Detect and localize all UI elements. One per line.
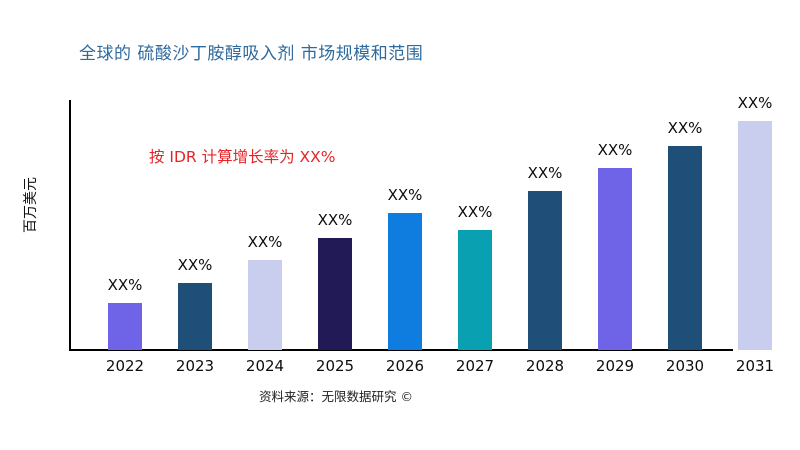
- x-tick-label-2025: 2025: [315, 357, 355, 375]
- bar-value-label-2022: XX%: [107, 276, 143, 294]
- bar-value-label-2030: XX%: [667, 119, 703, 137]
- x-tick-label-2027: 2027: [455, 357, 495, 375]
- y-axis-title: 百万美元: [23, 177, 39, 233]
- bar-2031: [738, 121, 772, 350]
- source-note: 资料来源：无限数据研究 ©: [259, 389, 413, 404]
- x-tick-label-2026: 2026: [385, 357, 425, 375]
- bar-2028: [528, 191, 562, 350]
- bar-value-label-2025: XX%: [317, 211, 353, 229]
- x-tick-label-2024: 2024: [245, 357, 285, 375]
- x-axis-line: [69, 349, 733, 351]
- bar-value-label-2031: XX%: [737, 94, 773, 112]
- x-tick-label-2023: 2023: [175, 357, 215, 375]
- x-tick-label-2030: 2030: [665, 357, 705, 375]
- bar-2026: [388, 213, 422, 350]
- bar-2025: [318, 238, 352, 350]
- bar-2027: [458, 230, 492, 350]
- x-tick-label-2022: 2022: [105, 357, 145, 375]
- bar-2030: [668, 146, 702, 350]
- bar-2024: [248, 260, 282, 350]
- bar-value-label-2023: XX%: [177, 256, 213, 274]
- bar-value-label-2027: XX%: [457, 203, 493, 221]
- bar-value-label-2029: XX%: [597, 141, 633, 159]
- chart-title: 全球的 硫酸沙丁胺醇吸入剂 市场规模和范围: [79, 44, 424, 64]
- bar-value-label-2024: XX%: [247, 233, 283, 251]
- x-tick-label-2028: 2028: [525, 357, 565, 375]
- y-axis-line: [69, 100, 71, 351]
- bar-2029: [598, 168, 632, 350]
- bar-2022: [108, 303, 142, 350]
- bar-value-label-2028: XX%: [527, 164, 563, 182]
- bar-2023: [178, 283, 212, 350]
- bar-value-label-2026: XX%: [387, 186, 423, 204]
- x-tick-label-2029: 2029: [595, 357, 635, 375]
- growth-rate-annotation: 按 IDR 计算增长率为 XX%: [149, 148, 336, 166]
- x-tick-label-2031: 2031: [735, 357, 775, 375]
